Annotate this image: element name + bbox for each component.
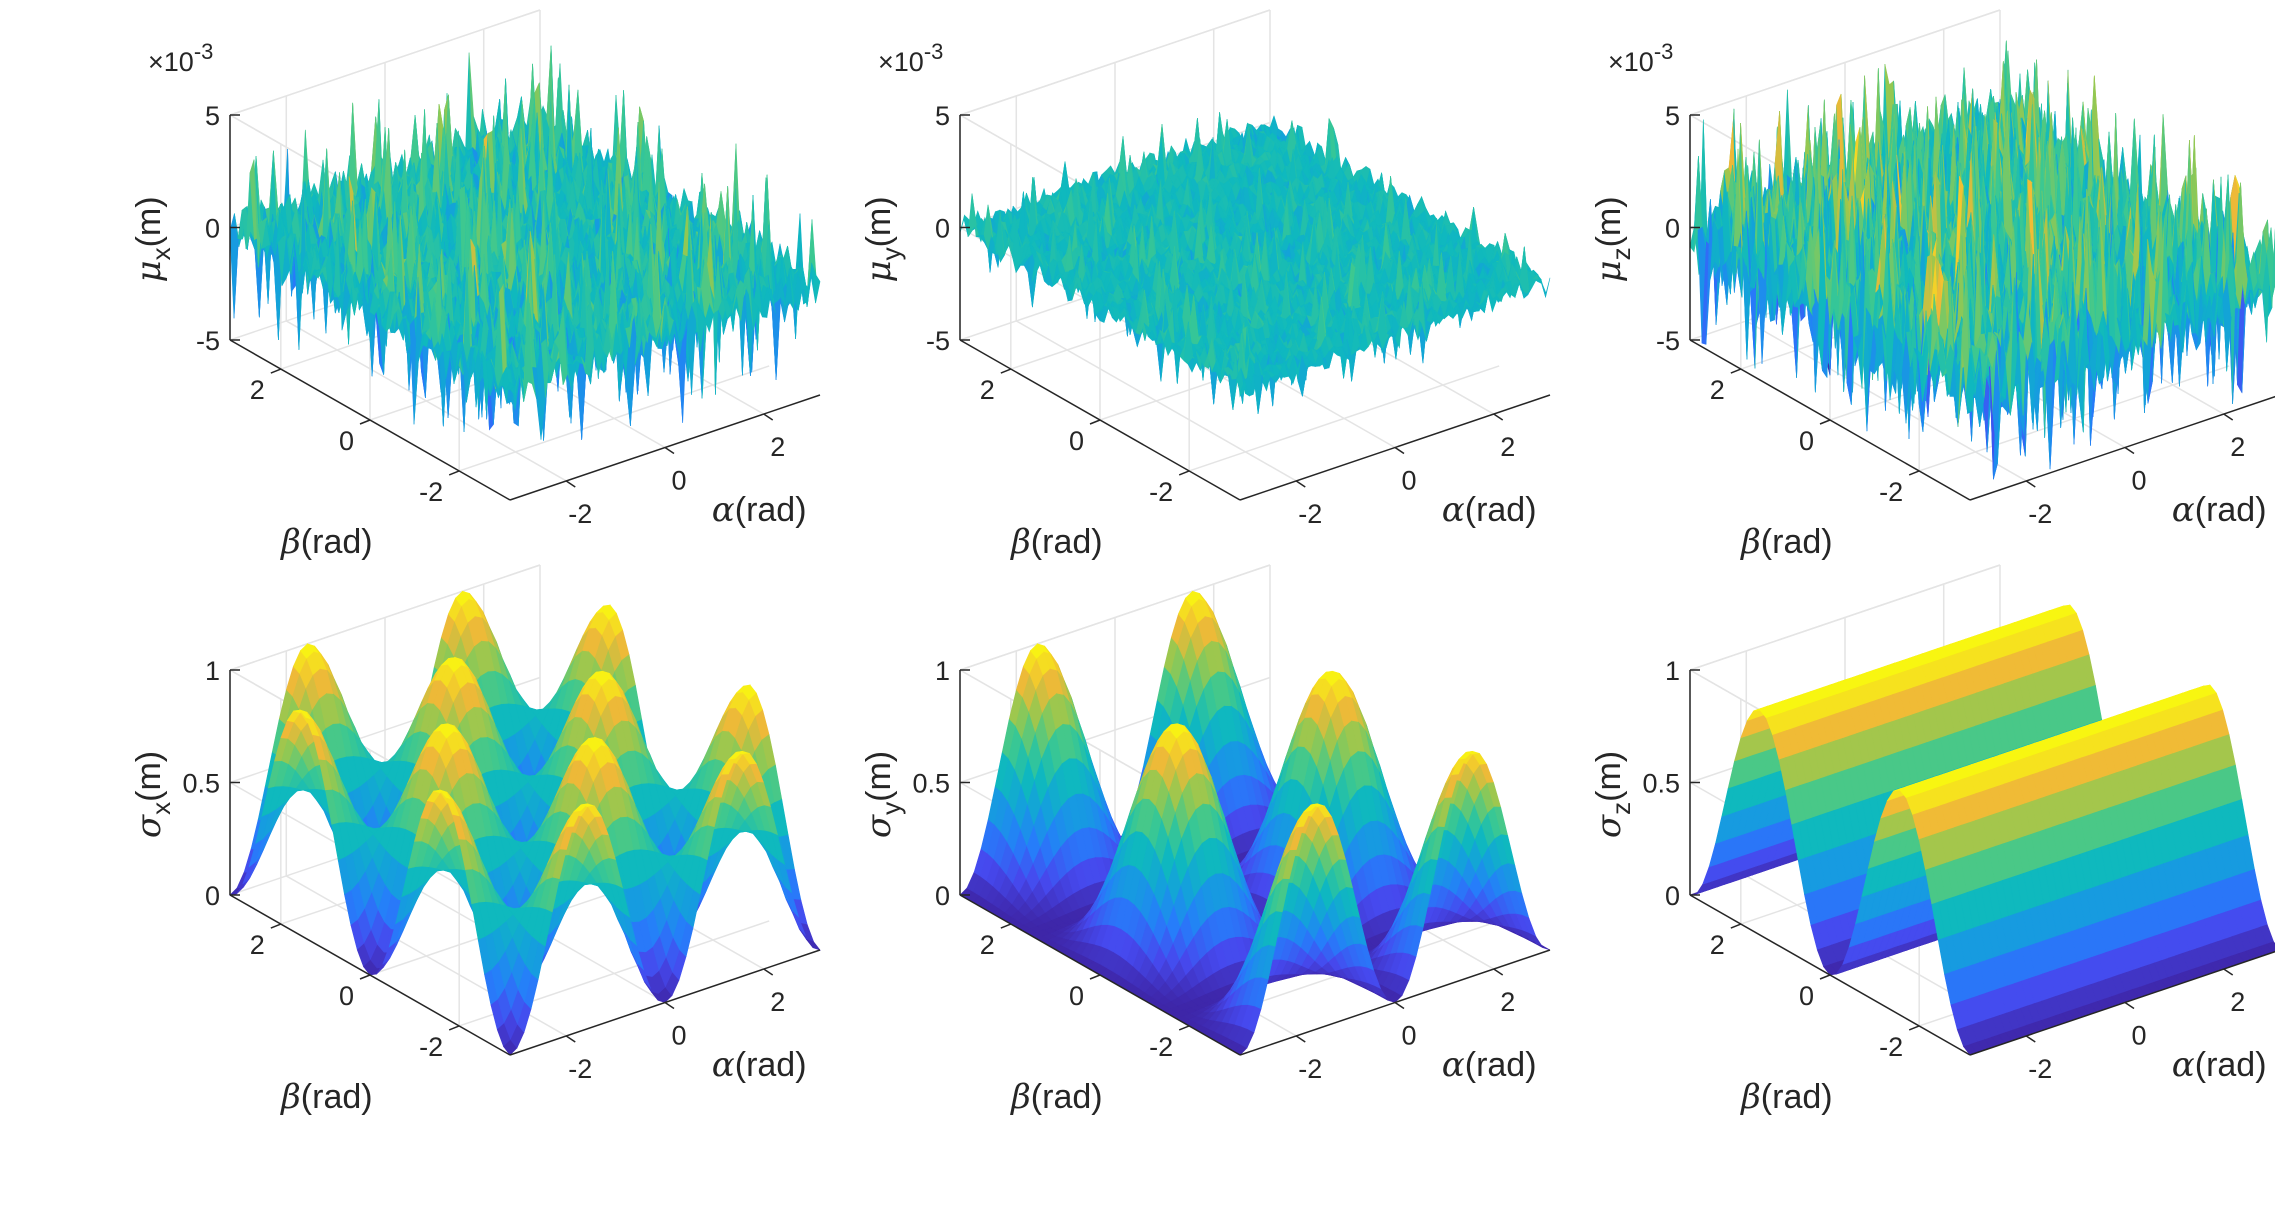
grid-line [458,365,770,472]
x-tick-label: 2 [770,432,785,462]
z-tick-label: 0 [205,214,220,244]
y-tick-label: -2 [419,477,443,507]
y-axis-label: β(rad) [279,522,372,562]
y-tick-label: 0 [339,426,354,456]
x-tick-label: 0 [671,466,686,496]
box-edge [229,9,541,116]
z-tick-label: -5 [196,326,220,356]
x-tick-label: -2 [568,499,592,529]
z-tick-label: 5 [205,101,220,131]
surface-mu_x [229,45,821,441]
x-axis-label: α(rad) [712,490,807,530]
y-tick-label: 2 [250,375,265,405]
